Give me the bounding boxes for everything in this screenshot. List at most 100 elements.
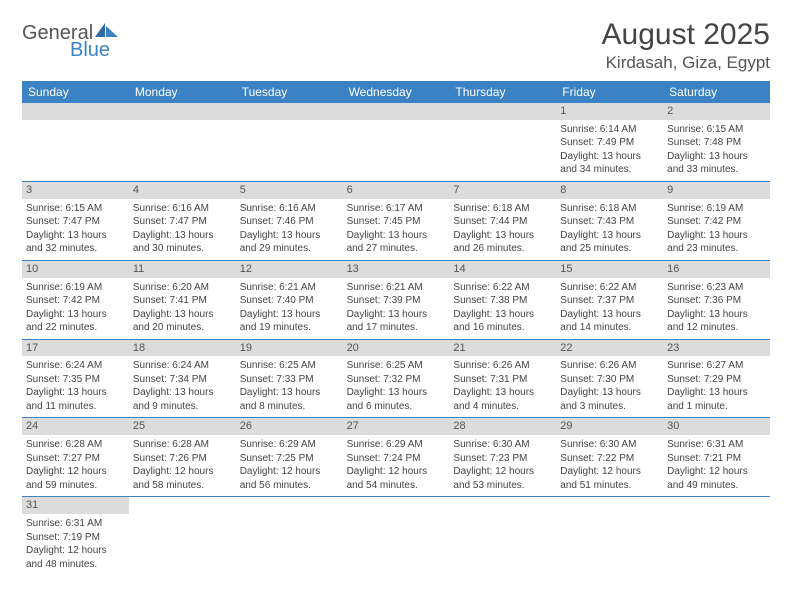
day-header: Monday (129, 81, 236, 103)
sunset-text: Sunset: 7:30 PM (560, 373, 659, 387)
day-cell: 5Sunrise: 6:16 AMSunset: 7:46 PMDaylight… (236, 182, 343, 260)
day-number: 29 (556, 418, 663, 435)
day-cell: 28Sunrise: 6:30 AMSunset: 7:23 PMDayligh… (449, 418, 556, 496)
day-cell: 12Sunrise: 6:21 AMSunset: 7:40 PMDayligh… (236, 261, 343, 339)
sunrise-text: Sunrise: 6:22 AM (560, 281, 659, 295)
day-header: Thursday (449, 81, 556, 103)
header: GeneralBlue August 2025 Kirdasah, Giza, … (22, 18, 770, 73)
sunset-text: Sunset: 7:34 PM (133, 373, 232, 387)
day-number: 10 (22, 261, 129, 278)
sunrise-text: Sunrise: 6:16 AM (240, 202, 339, 216)
day-cell: 1 Sunrise: 6:14 AMSunset: 7:49 PMDaylight… (556, 103, 663, 181)
day-cell: 19Sunrise: 6:25 AMSunset: 7:33 PMDayligh… (236, 340, 343, 418)
sunset-text: Sunset: 7:44 PM (453, 215, 552, 229)
day-number: 31 (22, 497, 129, 514)
sunset-text: Sunset: 7:47 PM (133, 215, 232, 229)
day-header: Saturday (663, 81, 770, 103)
day-cell-empty (449, 497, 556, 575)
day-number: 5 (236, 182, 343, 199)
sunset-text: Sunset: 7:22 PM (560, 452, 659, 466)
sunrise-text: Sunrise: 6:28 AM (133, 438, 232, 452)
sunrise-text: Sunrise: 6:19 AM (26, 281, 125, 295)
day-number: 1 (556, 103, 663, 120)
sunset-text: Sunset: 7:26 PM (133, 452, 232, 466)
day-number: 2 (663, 103, 770, 120)
sunset-text: Sunset: 7:35 PM (26, 373, 125, 387)
daylight-text: Daylight: 13 hours and 17 minutes. (347, 308, 446, 335)
day-cell: 16Sunrise: 6:23 AMSunset: 7:36 PMDayligh… (663, 261, 770, 339)
sunset-text: Sunset: 7:23 PM (453, 452, 552, 466)
day-number: 23 (663, 340, 770, 357)
day-header-row: SundayMondayTuesdayWednesdayThursdayFrid… (22, 81, 770, 103)
day-cell: 23Sunrise: 6:27 AMSunset: 7:29 PMDayligh… (663, 340, 770, 418)
day-number: 11 (129, 261, 236, 278)
day-cell: 11Sunrise: 6:20 AMSunset: 7:41 PMDayligh… (129, 261, 236, 339)
day-number: 7 (449, 182, 556, 199)
title-block: August 2025 Kirdasah, Giza, Egypt (602, 18, 770, 73)
day-number: 3 (22, 182, 129, 199)
sunset-text: Sunset: 7:47 PM (26, 215, 125, 229)
day-number: 17 (22, 340, 129, 357)
daylight-text: Daylight: 13 hours and 19 minutes. (240, 308, 339, 335)
page: GeneralBlue August 2025 Kirdasah, Giza, … (0, 0, 792, 593)
day-cell-empty (343, 497, 450, 575)
day-cell-empty (343, 103, 450, 181)
sunset-text: Sunset: 7:25 PM (240, 452, 339, 466)
sunrise-text: Sunrise: 6:28 AM (26, 438, 125, 452)
day-number-empty (343, 103, 450, 120)
daylight-text: Daylight: 13 hours and 22 minutes. (26, 308, 125, 335)
day-number-empty (449, 103, 556, 120)
day-cell: 31 Sunrise: 6:31 AMSunset: 7:19 PMDayligh… (22, 497, 129, 575)
day-number: 9 (663, 182, 770, 199)
sunset-text: Sunset: 7:29 PM (667, 373, 766, 387)
daylight-text: Daylight: 12 hours and 58 minutes. (133, 465, 232, 492)
day-cell: 14Sunrise: 6:22 AMSunset: 7:38 PMDayligh… (449, 261, 556, 339)
day-number: 16 (663, 261, 770, 278)
sunrise-text: Sunrise: 6:14 AM (560, 123, 659, 137)
sunrise-text: Sunrise: 6:22 AM (453, 281, 552, 295)
daylight-text: Daylight: 13 hours and 34 minutes. (560, 150, 659, 177)
sunset-text: Sunset: 7:36 PM (667, 294, 766, 308)
weeks-container: 1Sunrise: 6:14 AMSunset: 7:49 PMDaylight… (22, 103, 770, 575)
day-cell: 27Sunrise: 6:29 AMSunset: 7:24 PMDayligh… (343, 418, 450, 496)
sunset-text: Sunset: 7:43 PM (560, 215, 659, 229)
daylight-text: Daylight: 13 hours and 11 minutes. (26, 386, 125, 413)
daylight-text: Daylight: 13 hours and 1 minute. (667, 386, 766, 413)
sunset-text: Sunset: 7:39 PM (347, 294, 446, 308)
sunrise-text: Sunrise: 6:23 AM (667, 281, 766, 295)
daylight-text: Daylight: 12 hours and 59 minutes. (26, 465, 125, 492)
day-number: 20 (343, 340, 450, 357)
daylight-text: Daylight: 13 hours and 30 minutes. (133, 229, 232, 256)
sunset-text: Sunset: 7:48 PM (667, 136, 766, 150)
daylight-text: Daylight: 13 hours and 4 minutes. (453, 386, 552, 413)
daylight-text: Daylight: 12 hours and 48 minutes. (26, 544, 125, 571)
sunset-text: Sunset: 7:49 PM (560, 136, 659, 150)
day-cell: 17Sunrise: 6:24 AMSunset: 7:35 PMDayligh… (22, 340, 129, 418)
day-cell: 29Sunrise: 6:30 AMSunset: 7:22 PMDayligh… (556, 418, 663, 496)
daylight-text: Daylight: 13 hours and 27 minutes. (347, 229, 446, 256)
day-number: 12 (236, 261, 343, 278)
day-number-empty (129, 103, 236, 120)
day-number: 14 (449, 261, 556, 278)
day-number: 8 (556, 182, 663, 199)
logo-text-blue: Blue (70, 39, 119, 62)
sunset-text: Sunset: 7:24 PM (347, 452, 446, 466)
week-row: 3Sunrise: 6:15 AMSunset: 7:47 PMDaylight… (22, 182, 770, 261)
day-cell: 2Sunrise: 6:15 AMSunset: 7:48 PMDaylight… (663, 103, 770, 181)
sunset-text: Sunset: 7:45 PM (347, 215, 446, 229)
day-cell: 15Sunrise: 6:22 AMSunset: 7:37 PMDayligh… (556, 261, 663, 339)
sunrise-text: Sunrise: 6:31 AM (26, 517, 125, 531)
week-row: 10Sunrise: 6:19 AMSunset: 7:42 PMDayligh… (22, 261, 770, 340)
sunrise-text: Sunrise: 6:20 AM (133, 281, 232, 295)
day-cell: 22Sunrise: 6:26 AMSunset: 7:30 PMDayligh… (556, 340, 663, 418)
sunrise-text: Sunrise: 6:30 AM (560, 438, 659, 452)
day-number: 19 (236, 340, 343, 357)
sunrise-text: Sunrise: 6:25 AM (347, 359, 446, 373)
daylight-text: Daylight: 12 hours and 53 minutes. (453, 465, 552, 492)
day-number: 15 (556, 261, 663, 278)
sunset-text: Sunset: 7:19 PM (26, 531, 125, 545)
day-cell: 30Sunrise: 6:31 AMSunset: 7:21 PMDayligh… (663, 418, 770, 496)
day-cell: 7Sunrise: 6:18 AMSunset: 7:44 PMDaylight… (449, 182, 556, 260)
sunrise-text: Sunrise: 6:17 AM (347, 202, 446, 216)
week-row: 1 Sunrise: 6:14 AMSunset: 7:49 PMDaylight… (22, 103, 770, 182)
